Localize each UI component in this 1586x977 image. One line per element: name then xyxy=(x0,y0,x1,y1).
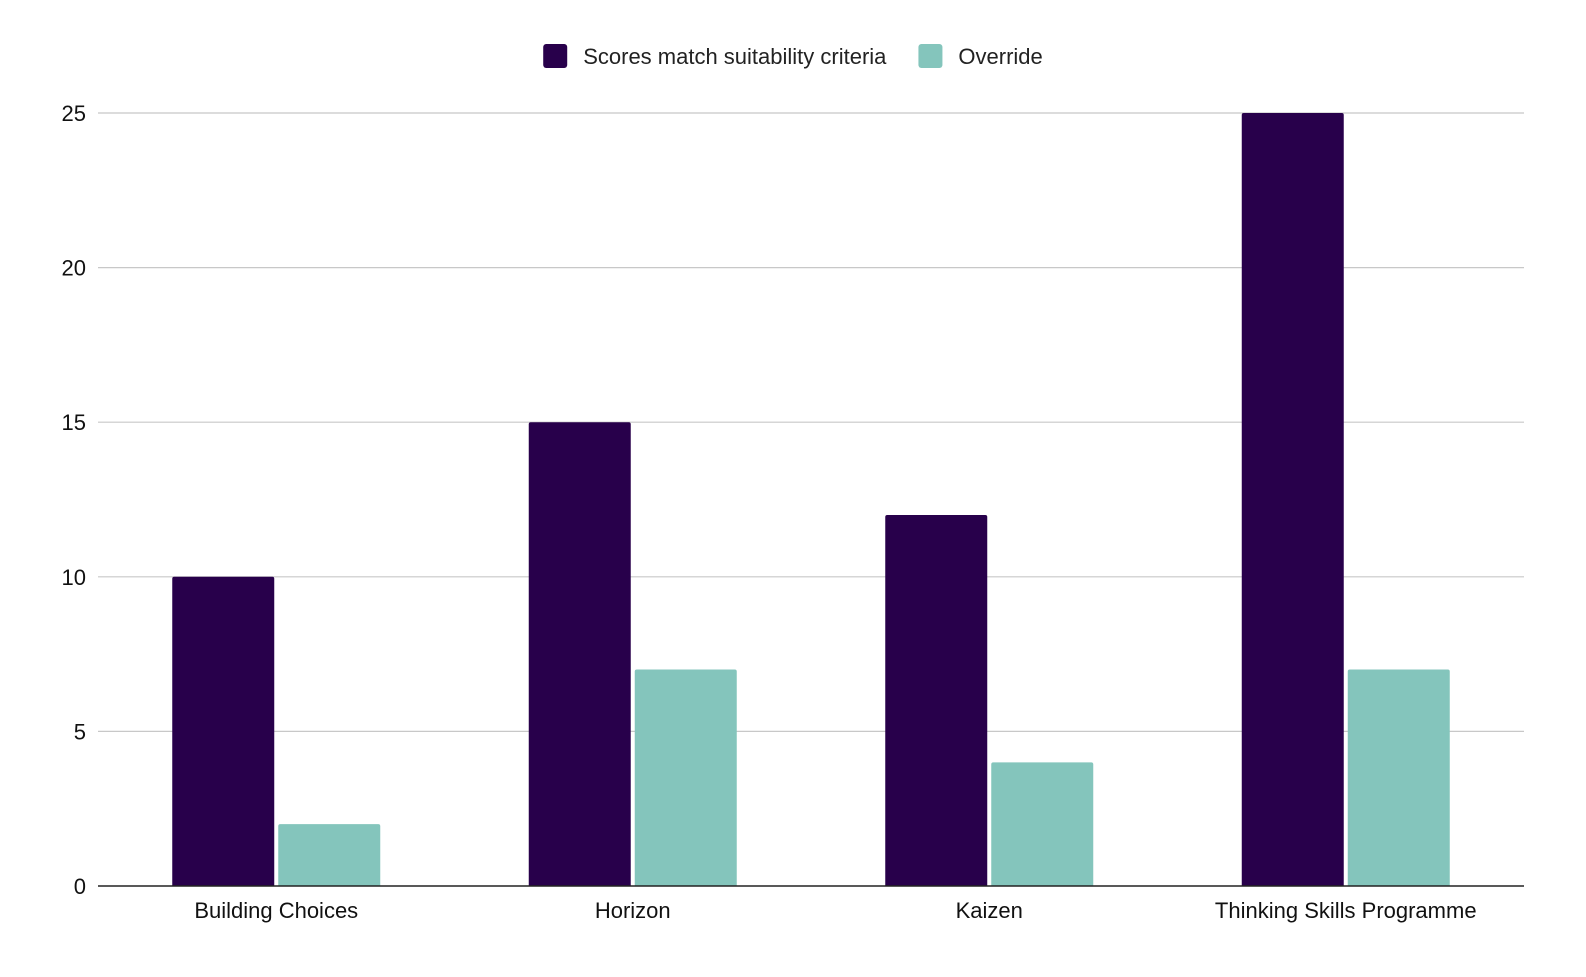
legend: Scores match suitability criteria Overrid… xyxy=(543,44,1043,69)
y-tick-label: 15 xyxy=(62,410,86,435)
y-tick-label: 25 xyxy=(62,101,86,126)
bar-scores-match-3 xyxy=(1241,113,1344,886)
y-tick-label: 5 xyxy=(74,719,86,744)
x-tick-label: Horizon xyxy=(595,898,671,923)
x-tick-label: Thinking Skills Programme xyxy=(1215,898,1477,923)
bar-override-2 xyxy=(991,762,1094,886)
bar-scores-match-1 xyxy=(528,422,631,886)
bar-override-0 xyxy=(278,824,381,886)
legend-swatch-scores-match xyxy=(543,44,568,68)
bars xyxy=(172,113,1450,886)
bar-scores-match-0 xyxy=(172,576,275,886)
axes: 0 5 10 15 20 25 Building Choices Horizon Kaizen T… xyxy=(62,101,1524,923)
bar-scores-match-2 xyxy=(885,514,988,886)
y-tick-label: 20 xyxy=(62,256,86,281)
legend-label-scores-match: Scores match suitability criteria xyxy=(583,44,887,69)
legend-label-override: Override xyxy=(958,44,1042,69)
bar-override-3 xyxy=(1347,669,1450,886)
x-tick-label: Kaizen xyxy=(956,898,1023,923)
y-tick-label: 0 xyxy=(74,874,86,899)
x-tick-label: Building Choices xyxy=(194,898,358,923)
bar-override-1 xyxy=(634,669,737,886)
legend-swatch-override xyxy=(918,44,943,68)
y-tick-label: 10 xyxy=(62,565,86,590)
